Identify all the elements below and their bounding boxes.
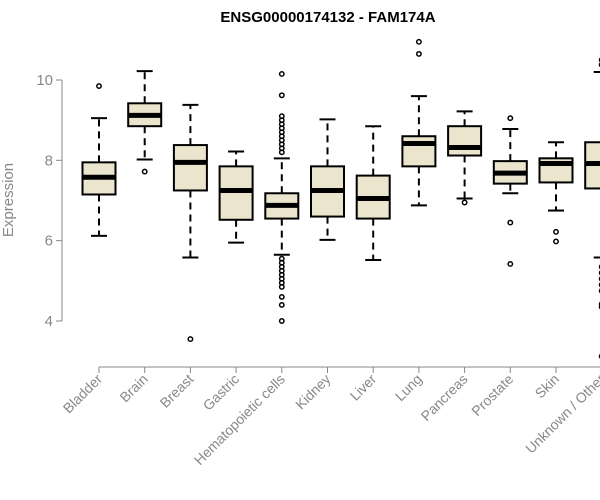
outlier-point <box>415 38 422 45</box>
x-tick-label-lung: Lung <box>392 371 425 404</box>
x-tick-label-bladder: Bladder <box>60 371 106 417</box>
box-pancreas <box>447 110 483 206</box>
boxes <box>81 38 600 359</box>
box-skin <box>538 141 574 245</box>
x-tick-label-breast: Breast <box>157 371 197 411</box>
outlier-point <box>278 92 285 99</box>
x-tick-label-brain: Brain <box>116 371 150 405</box>
box-brain <box>127 70 163 175</box>
chart-title: ENSG00000174132 - FAM174A <box>220 9 435 26</box>
outlier-point <box>187 336 194 343</box>
iqr-box <box>172 144 208 192</box>
x-tick-label-pancreas: Pancreas <box>418 371 471 424</box>
outlier-point <box>507 261 514 267</box>
box-kidney <box>310 118 345 241</box>
axes: 4 6 8 10 <box>36 72 600 368</box>
outlier-point <box>278 283 285 290</box>
outlier-point <box>96 83 102 89</box>
y-tick-label-4: 4 <box>45 313 53 330</box>
x-tick-label-hematopoietic-cells: Hematopoietic cells <box>191 371 288 468</box>
outlier-point <box>278 149 285 156</box>
y-tick-label-10: 10 <box>36 72 53 89</box>
box-breast <box>172 103 208 343</box>
box-hematopoietic-cells <box>264 71 300 324</box>
box-liver <box>355 125 391 261</box>
y-tick-label-6: 6 <box>45 233 53 250</box>
y-axis-label: Expression <box>0 163 17 237</box>
box-lung <box>401 38 437 207</box>
x-tick-label-gastric: Gastric <box>200 371 243 414</box>
outlier-point <box>141 168 148 175</box>
x-tick-label-prostate: Prostate <box>468 371 516 419</box>
outlier-point <box>278 71 285 77</box>
box-prostate <box>492 115 528 267</box>
iqr-box <box>218 165 254 221</box>
x-tick-label-unknown-other: Unknown / Other <box>522 371 600 457</box>
box-gastric <box>218 150 254 244</box>
outlier-point <box>278 318 285 324</box>
outlier-point <box>278 301 285 308</box>
outlier-point <box>553 228 559 235</box>
y-tick-label-8: 8 <box>45 152 53 169</box>
x-tick-label-kidney: Kidney <box>292 371 334 413</box>
box-bladder <box>81 83 117 237</box>
x-tick-label-liver: Liver <box>347 371 380 404</box>
x-tick-label-skin: Skin <box>532 371 563 402</box>
outlier-point <box>507 115 514 122</box>
outlier-point <box>415 50 422 57</box>
outlier-point <box>507 219 514 226</box>
outlier-point <box>553 238 559 245</box>
iqr-box <box>447 125 483 157</box>
box-unknown-other <box>584 57 600 359</box>
outlier-point <box>461 199 468 206</box>
outlier-point <box>278 293 285 300</box>
iqr-box <box>401 135 437 168</box>
